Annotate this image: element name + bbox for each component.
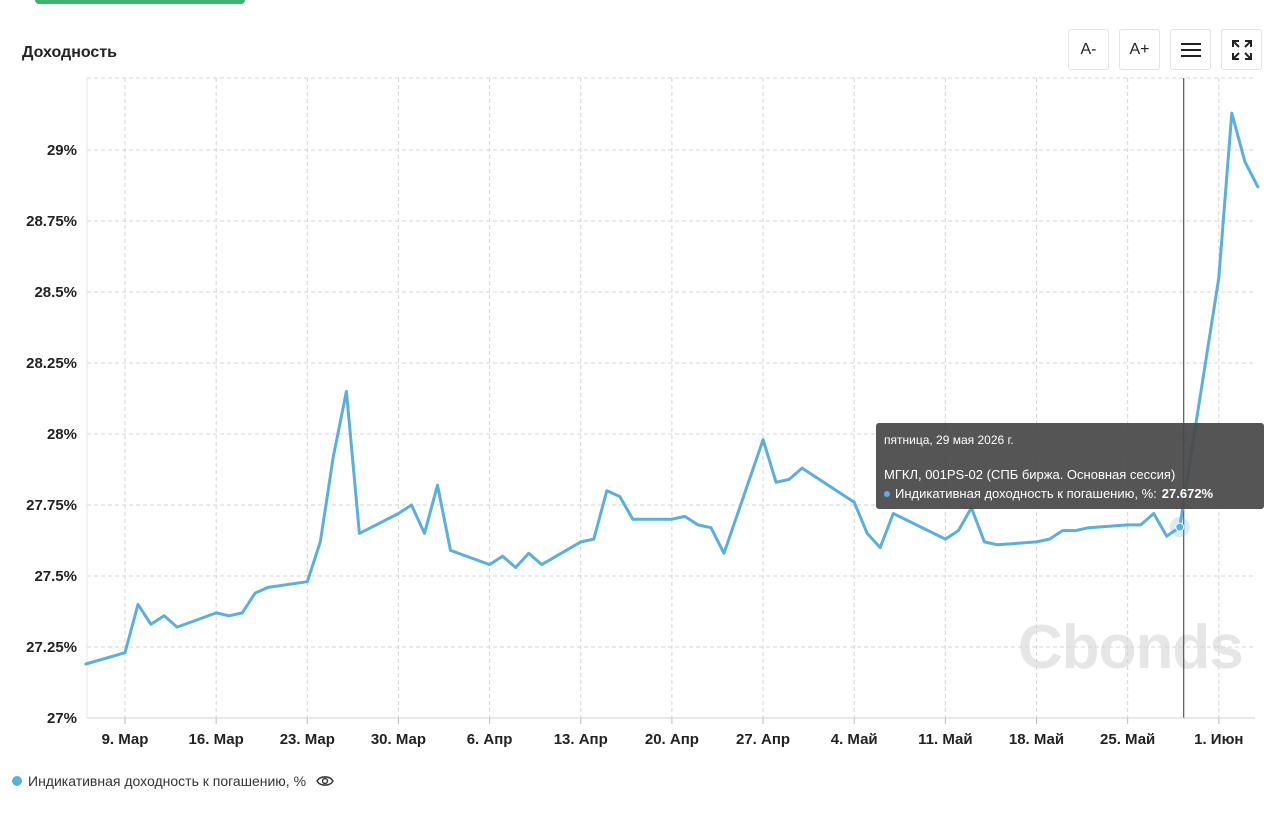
y-tick-label: 27% [47, 710, 77, 727]
y-tick-label: 27.25% [26, 639, 77, 656]
y-tick-label: 27.75% [26, 497, 77, 514]
x-tick-label: 1. Июн [1194, 731, 1243, 748]
tooltip-row: Индикативная доходность к погашению, %: … [884, 486, 1256, 501]
x-tick-label: 23. Мар [280, 731, 335, 748]
font-increase-button[interactable]: A+ [1119, 29, 1160, 70]
fullscreen-icon [1231, 39, 1252, 60]
y-tick-label: 28% [47, 426, 77, 443]
eye-icon[interactable] [316, 775, 334, 787]
x-tick-label: 4. Май [831, 731, 878, 748]
x-tick-label: 18. Май [1009, 731, 1064, 748]
highlight-point[interactable] [1175, 522, 1185, 532]
chart-legend[interactable]: Индикативная доходность к погашению, % [12, 773, 334, 789]
x-tick-label: 6. Апр [467, 731, 513, 748]
series-line[interactable] [84, 111, 1260, 666]
x-tick-label: 11. Май [918, 731, 972, 748]
axes: 27% 27.25% 27.5% 27.75% 28% 28.25% 28.5% 28.75%… [26, 78, 1255, 748]
tooltip-date: пятница, 29 мая 2026 г. [884, 433, 1014, 447]
font-decrease-button[interactable]: A- [1068, 29, 1109, 70]
data-tooltip: пятница, 29 мая 2026 г. МГКЛ, 001PS-02 (… [876, 423, 1264, 509]
x-tick-label: 20. Апр [645, 731, 699, 748]
top-accent-bar [35, 0, 245, 4]
legend-label[interactable]: Индикативная доходность к погашению, % [28, 773, 307, 789]
x-tick-label: 16. Мар [189, 731, 244, 748]
chart-title: Доходность [22, 44, 117, 61]
tooltip-series-dot [884, 490, 890, 497]
tooltip-value: 27.672% [1161, 486, 1214, 501]
legend-series-dot [12, 776, 22, 786]
chart-toolbar: A- A+ [1068, 29, 1262, 70]
tooltip-label: Индикативная доходность к погашению, %: [895, 486, 1157, 501]
x-tick-label: 25. Май [1100, 731, 1155, 748]
tooltip-instrument: МГКЛ, 001PS-02 (СПБ биржа. Основная сесс… [884, 467, 1176, 482]
y-tick-label: 28.75% [26, 213, 77, 230]
series[interactable] [84, 111, 1260, 666]
y-tick-label: 28.5% [34, 284, 77, 301]
x-tick-label: 30. Мар [371, 731, 426, 748]
x-tick-label: 13. Апр [554, 731, 608, 748]
y-tick-label: 29% [47, 142, 77, 159]
grid [87, 77, 1255, 718]
menu-icon [1180, 42, 1201, 57]
y-tick-label: 27.5% [34, 568, 77, 585]
x-tick-label: 9. Мар [102, 731, 149, 748]
x-tick-label: 27. Апр [736, 731, 790, 748]
fullscreen-button[interactable] [1221, 29, 1262, 70]
menu-button[interactable] [1170, 29, 1211, 70]
y-tick-label: 28.25% [26, 355, 77, 372]
